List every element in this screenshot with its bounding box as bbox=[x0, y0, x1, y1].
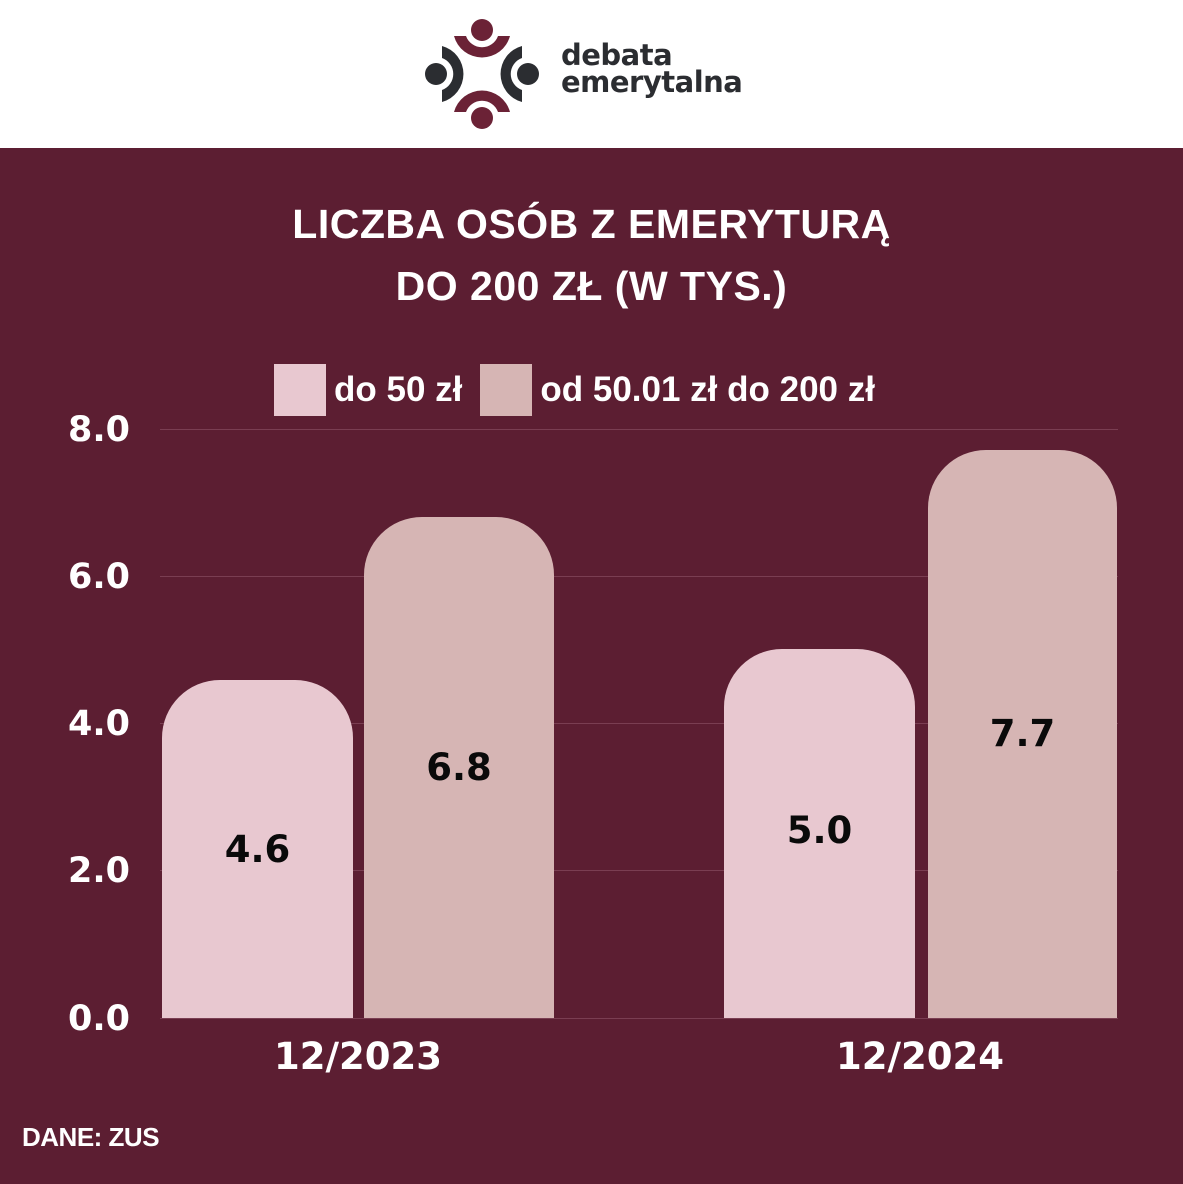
gridline-0 bbox=[160, 1018, 1118, 1019]
y-tick-label: 2.0 bbox=[67, 851, 130, 891]
x-tick-label: 12/2023 bbox=[274, 1035, 442, 1078]
legend: do 50 zł od 50.01 zł do 200 zł bbox=[274, 364, 893, 416]
chart-title-line1: LICZBA OSÓB Z EMERYTURĄ bbox=[292, 201, 891, 247]
gridline-8 bbox=[160, 429, 1118, 430]
legend-item-50-200: od 50.01 zł do 200 zł bbox=[480, 364, 875, 416]
x-tick-label: 12/2024 bbox=[836, 1035, 1004, 1078]
y-tick-label: 4.0 bbox=[67, 704, 130, 744]
bar-value-label: 5.0 bbox=[786, 809, 853, 852]
bar-2023-50-200: 6.8 bbox=[364, 517, 554, 1018]
debata-emerytalna-logo-icon bbox=[425, 19, 539, 129]
header: debata emerytalna bbox=[0, 0, 1183, 148]
chart-title: LICZBA OSÓB Z EMERYTURĄ DO 200 ZŁ (W TYS… bbox=[0, 193, 1183, 317]
logo-text-line2: emerytalna bbox=[561, 65, 743, 99]
bar-value-label: 7.7 bbox=[989, 712, 1056, 755]
bar-value-label: 6.8 bbox=[426, 746, 492, 789]
logo-wordmark: debata emerytalna bbox=[561, 38, 743, 99]
gridline-2 bbox=[160, 870, 1118, 871]
legend-label: od 50.01 zł do 200 zł bbox=[540, 370, 875, 409]
legend-label: do 50 zł bbox=[334, 370, 463, 409]
y-tick-label: 0.0 bbox=[67, 999, 130, 1039]
gridline-6 bbox=[160, 576, 1118, 577]
logo-text-line1: debata bbox=[561, 38, 673, 72]
legend-swatch bbox=[480, 364, 533, 416]
source-note: DANE: ZUS bbox=[22, 1122, 160, 1152]
y-tick-label: 6.0 bbox=[67, 557, 130, 597]
bar-2024-50-200: 7.7 bbox=[928, 450, 1117, 1018]
chart-title-line2: DO 200 ZŁ (W TYS.) bbox=[395, 263, 788, 309]
gridline-4 bbox=[160, 723, 1118, 724]
legend-item-do-50: do 50 zł bbox=[274, 364, 462, 416]
legend-swatch bbox=[274, 364, 326, 416]
y-tick-label: 8.0 bbox=[67, 410, 130, 450]
bar-value-label: 4.6 bbox=[224, 828, 291, 871]
bar-2023-do-50: 4.6 bbox=[162, 680, 353, 1018]
bar-2024-do-50: 5.0 bbox=[724, 649, 915, 1018]
